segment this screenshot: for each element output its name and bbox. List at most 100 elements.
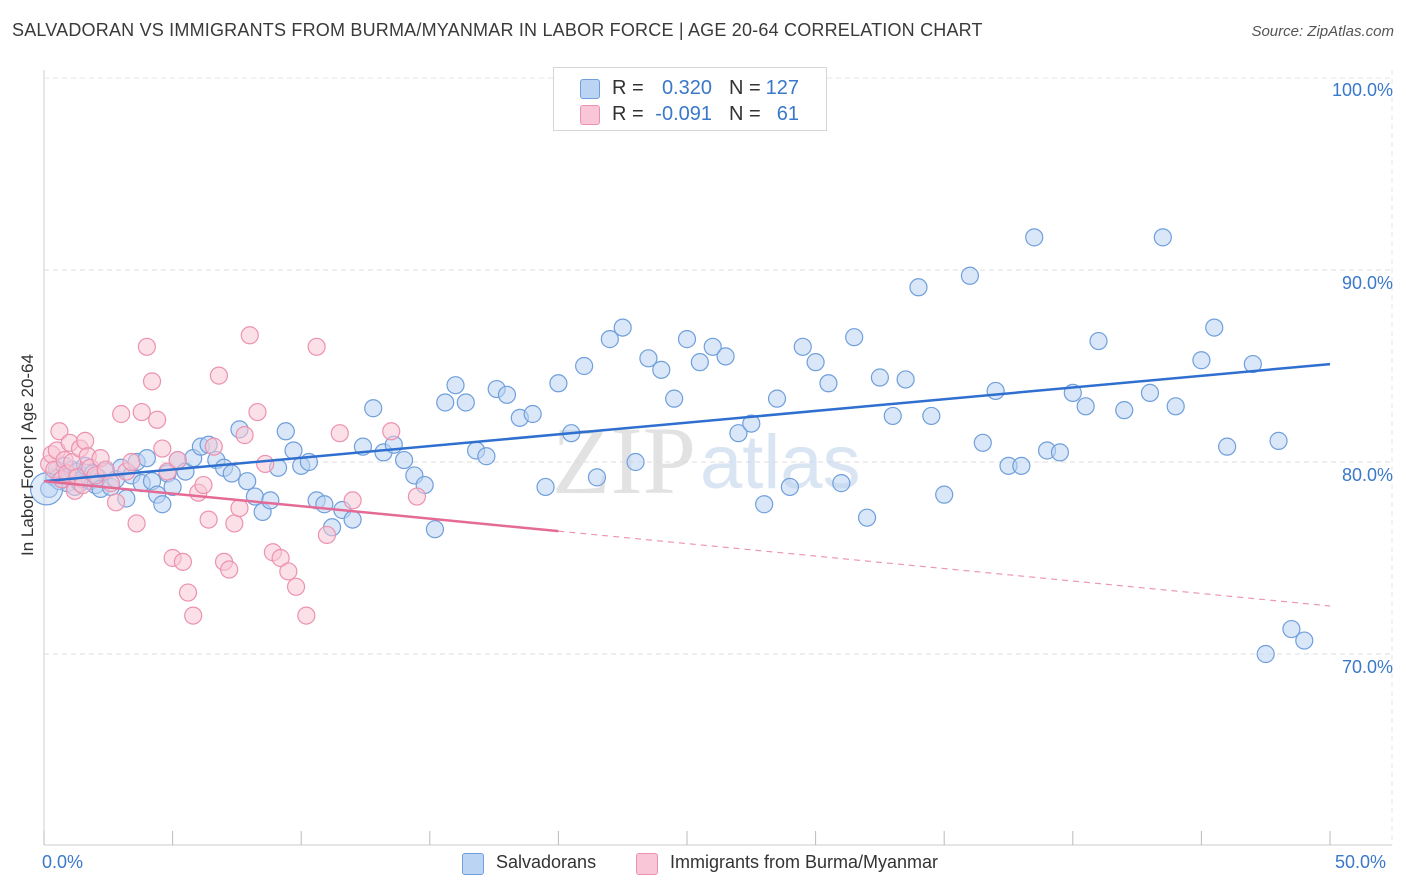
point-salvadorans	[639, 349, 658, 368]
trend-line-burma-solid	[43, 479, 559, 533]
point-salvadorans	[1218, 437, 1237, 456]
point-salvadorans	[767, 389, 787, 408]
point-salvadorans	[343, 510, 362, 529]
point-burma	[168, 450, 187, 470]
point-salvadorans	[703, 337, 722, 356]
y-tick-label: 100.0%	[1332, 80, 1393, 100]
x-tick-max: 50.0%	[1335, 852, 1387, 872]
point-salvadorans	[716, 347, 735, 366]
legend-row-salvadorans: R = 0.320 N = 127	[554, 76, 826, 102]
legend-label-burma: Immigrants from Burma/Myanmar	[670, 852, 939, 872]
legend-n-value: 61	[776, 103, 799, 125]
legend-r-label: R =	[612, 77, 644, 99]
point-salvadorans	[276, 422, 295, 441]
point-salvadorans	[857, 508, 877, 527]
point-burma	[235, 426, 254, 445]
point-salvadorans	[883, 406, 902, 426]
trend-line-burma-dashed	[558, 530, 1331, 607]
point-salvadorans	[832, 474, 851, 493]
point-burma	[194, 475, 213, 495]
point-salvadorans	[652, 360, 671, 379]
legend-r-label: R =	[612, 103, 644, 125]
point-salvadorans	[536, 477, 555, 497]
point-burma	[248, 402, 267, 422]
point-salvadorans	[845, 328, 864, 347]
point-salvadorans	[626, 452, 645, 472]
point-salvadorans	[1205, 318, 1224, 337]
point-salvadorans	[575, 356, 594, 376]
y-tick-label: 70.0%	[1342, 657, 1393, 677]
point-salvadorans	[261, 491, 280, 510]
x-axis-ticks	[43, 831, 1331, 845]
point-salvadorans	[436, 393, 455, 412]
legend-swatch-pink	[636, 853, 658, 875]
legend-n-label: N =	[729, 77, 761, 99]
point-salvadorans	[1089, 331, 1108, 351]
point-burma	[137, 337, 156, 356]
point-burma	[122, 452, 141, 472]
point-salvadorans	[600, 330, 619, 349]
point-salvadorans	[1076, 397, 1095, 416]
point-salvadorans	[819, 374, 838, 393]
legend-n-label: N =	[729, 103, 761, 125]
legend-row-burma: R = -0.091 N = 61	[554, 102, 826, 128]
point-burma	[209, 366, 228, 385]
point-salvadorans	[1050, 443, 1070, 462]
point-salvadorans	[729, 424, 748, 443]
point-burma	[132, 402, 151, 422]
point-burma	[142, 372, 162, 391]
point-salvadorans	[137, 449, 156, 468]
legend-swatch-blue	[462, 853, 484, 875]
point-salvadorans	[677, 330, 697, 349]
point-burma	[343, 491, 362, 510]
y-tick-label: 80.0%	[1342, 465, 1393, 485]
point-salvadorans	[446, 376, 465, 395]
point-salvadorans	[497, 385, 517, 404]
point-salvadorans	[960, 266, 980, 285]
point-salvadorans	[1269, 431, 1288, 450]
point-salvadorans	[665, 389, 684, 408]
point-burma	[240, 326, 259, 345]
point-salvadorans	[870, 368, 890, 387]
point-burma	[199, 510, 218, 529]
chart-title: SALVADORAN VS IMMIGRANTS FROM BURMA/MYAN…	[12, 20, 983, 40]
point-burma	[317, 525, 337, 545]
point-burma	[330, 424, 349, 443]
point-salvadorans	[613, 318, 632, 337]
point-burma	[50, 422, 69, 441]
legend-swatch-blue	[580, 79, 600, 99]
point-burma	[256, 454, 275, 474]
point-salvadorans	[1243, 354, 1262, 374]
point-salvadorans	[1140, 383, 1160, 402]
y-tick-labels: 100.0% 90.0% 80.0% 70.0%	[1332, 80, 1393, 677]
point-burma	[382, 422, 401, 441]
point-burma	[297, 606, 316, 625]
point-salvadorans	[394, 450, 414, 470]
point-burma	[407, 487, 427, 506]
point-salvadorans	[456, 393, 475, 412]
point-salvadorans	[896, 370, 915, 389]
point-salvadorans	[222, 464, 241, 483]
point-burma	[307, 337, 326, 356]
point-burma	[106, 493, 126, 512]
point-salvadorans	[587, 468, 607, 487]
point-salvadorans	[1256, 644, 1275, 664]
point-salvadorans	[364, 399, 383, 418]
point-salvadorans	[1166, 397, 1185, 416]
trend-lines	[43, 362, 1331, 607]
point-burma	[230, 498, 249, 518]
point-salvadorans	[1295, 631, 1314, 650]
correlation-legend: R = 0.320 N = 127 R = -0.091 N = 61	[553, 67, 827, 131]
point-burma	[153, 439, 172, 458]
point-burma	[279, 562, 298, 581]
point-burma	[76, 431, 95, 450]
watermark-atlas: atlas	[700, 420, 861, 505]
legend-label-salvadorans: Salvadorans	[496, 852, 597, 872]
y-axis-label-wrap: In Labor Force | Age 20-64	[8, 70, 48, 840]
point-burma	[271, 548, 290, 568]
x-tick-min: 0.0%	[42, 852, 84, 872]
point-burma	[112, 404, 131, 424]
point-burma	[286, 577, 306, 596]
point-salvadorans	[1282, 619, 1301, 639]
